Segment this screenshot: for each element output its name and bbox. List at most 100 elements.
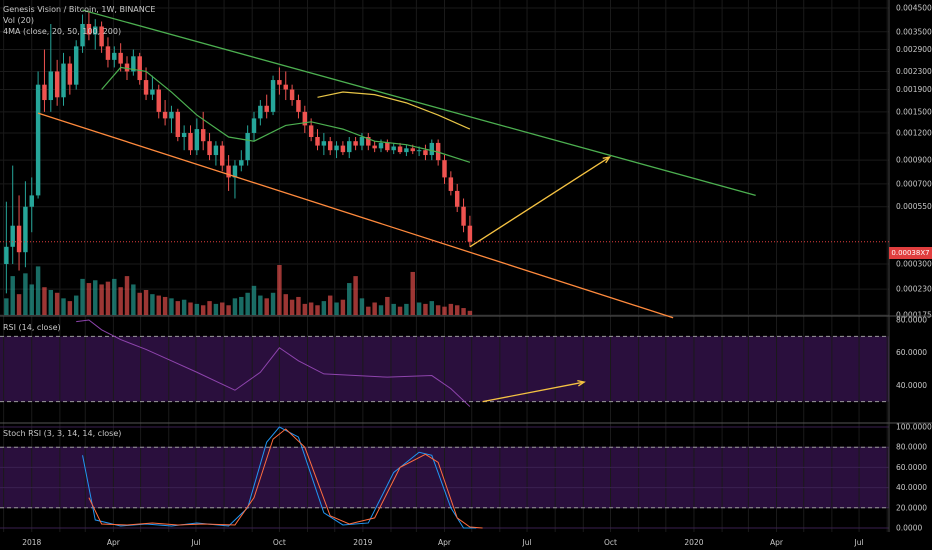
- candle-body: [80, 23, 85, 47]
- volume-bar: [366, 306, 371, 315]
- volume-bar: [251, 285, 257, 315]
- volume-bar: [283, 294, 288, 315]
- candle-body: [181, 132, 187, 137]
- stoch-axis-tick-label: 60.0000: [896, 463, 927, 472]
- ma-20-line: [101, 66, 471, 163]
- volume-bar: [73, 295, 79, 315]
- volume-bar: [296, 296, 301, 315]
- volume-bar: [404, 303, 409, 315]
- volume-bar: [372, 302, 377, 315]
- stoch-d-line: [88, 428, 483, 529]
- candle-body: [461, 206, 466, 226]
- candle-body: [264, 105, 269, 112]
- x-axis-tick-label: 2020: [684, 538, 703, 547]
- candle-body: [270, 80, 276, 112]
- candle-body: [86, 23, 92, 35]
- volume-bar: [454, 305, 460, 315]
- volume-bar: [200, 305, 206, 315]
- candle-body: [321, 141, 327, 146]
- volume-bar: [4, 298, 9, 315]
- candle-body: [23, 206, 28, 253]
- candle-body: [334, 145, 339, 151]
- volume-bar: [29, 284, 34, 315]
- volume-bar: [207, 301, 212, 315]
- volume-bar: [302, 303, 308, 315]
- volume-bar: [308, 302, 314, 315]
- candle-body: [73, 46, 79, 85]
- volume-bar: [188, 302, 193, 315]
- volume-bar: [270, 292, 276, 315]
- volume-bar: [67, 301, 73, 315]
- volume-bar: [239, 296, 244, 315]
- candle-body: [372, 145, 377, 149]
- volume-bar: [16, 294, 22, 315]
- volume-bar: [194, 303, 200, 315]
- volume-bar: [10, 276, 15, 315]
- volume-bar: [80, 278, 85, 315]
- volume-bar: [340, 299, 346, 315]
- volume-bar: [156, 295, 161, 315]
- candle-body: [404, 148, 409, 153]
- candle-body: [16, 225, 22, 253]
- volume-bar: [327, 295, 333, 315]
- rsi-projection-arrow: [482, 381, 585, 403]
- candle-body: [359, 136, 365, 146]
- upper-trendline: [82, 9, 756, 197]
- candle-body: [258, 105, 263, 119]
- x-axis-tick-label: Oct: [273, 538, 286, 547]
- volume-bar: [232, 298, 238, 315]
- candle-body: [296, 100, 301, 112]
- x-axis-tick-label: 2019: [353, 538, 372, 547]
- rsi-projection-arrow-head: [577, 379, 586, 387]
- candle-body: [416, 150, 422, 152]
- candle-body: [277, 80, 282, 85]
- volume-bar: [35, 266, 41, 315]
- candle-body: [366, 136, 371, 146]
- candle-body: [302, 111, 308, 126]
- volume-bar: [442, 306, 447, 315]
- candle-body: [150, 89, 155, 95]
- candle-body: [99, 26, 104, 47]
- volume-bar: [220, 302, 225, 315]
- candle-body: [226, 165, 231, 178]
- candle-body: [378, 142, 384, 149]
- candle-body: [162, 111, 168, 119]
- volume-bar: [347, 283, 352, 315]
- volume-bar: [181, 299, 187, 315]
- candle-body: [93, 26, 98, 35]
- candle-body: [391, 146, 396, 151]
- candle-body: [220, 145, 225, 166]
- volume-bar: [54, 292, 60, 315]
- volume-bar: [289, 299, 295, 315]
- candle-body: [467, 225, 473, 242]
- candle-body: [175, 111, 181, 137]
- volume-bar: [86, 283, 92, 315]
- candle-body: [232, 165, 238, 178]
- x-axis-tick-label: Apr: [770, 538, 784, 547]
- candle-body: [423, 150, 428, 156]
- rsi-line: [76, 319, 471, 407]
- volume-bar: [143, 290, 149, 315]
- volume-bar: [391, 303, 396, 315]
- candle-body: [35, 84, 41, 196]
- candle-body: [112, 52, 117, 60]
- volume-bar: [175, 301, 181, 315]
- stoch-axis-tick-label: 0.0000: [896, 524, 922, 533]
- symbol-title: Genesis Vision / Bitcoin, 1W, BINANCE: [3, 5, 156, 14]
- volume-bar: [435, 305, 441, 315]
- volume-bar: [467, 310, 473, 315]
- volume-bar: [353, 276, 358, 315]
- volume-bar: [321, 301, 327, 315]
- volume-bar: [258, 295, 263, 315]
- stoch-axis-tick-label: 40.0000: [896, 483, 927, 492]
- candle-body: [429, 142, 435, 156]
- rsi-axis-tick-label: 80.0000: [896, 316, 927, 325]
